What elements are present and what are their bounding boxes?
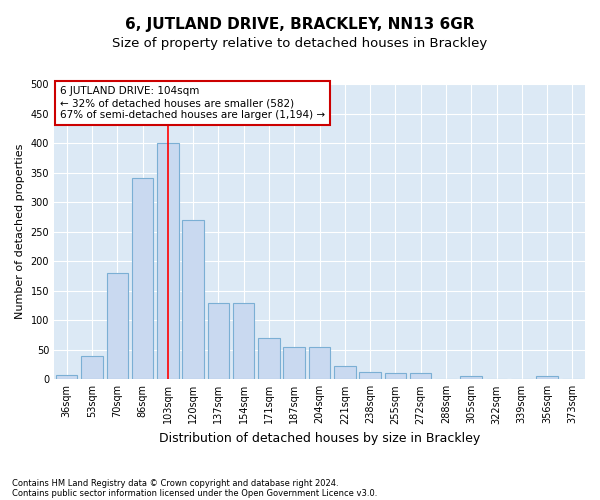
Text: Size of property relative to detached houses in Brackley: Size of property relative to detached ho… xyxy=(112,38,488,51)
Text: 6, JUTLAND DRIVE, BRACKLEY, NN13 6GR: 6, JUTLAND DRIVE, BRACKLEY, NN13 6GR xyxy=(125,18,475,32)
Bar xyxy=(536,376,558,380)
Y-axis label: Number of detached properties: Number of detached properties xyxy=(15,144,25,320)
Bar xyxy=(182,220,204,380)
Text: Contains HM Land Registry data © Crown copyright and database right 2024.: Contains HM Land Registry data © Crown c… xyxy=(12,478,338,488)
Bar xyxy=(107,273,128,380)
Bar xyxy=(309,347,330,380)
Bar xyxy=(56,374,77,380)
Text: Contains public sector information licensed under the Open Government Licence v3: Contains public sector information licen… xyxy=(12,488,377,498)
Bar xyxy=(359,372,381,380)
Bar xyxy=(334,366,356,380)
Bar xyxy=(283,347,305,380)
Bar xyxy=(208,302,229,380)
X-axis label: Distribution of detached houses by size in Brackley: Distribution of detached houses by size … xyxy=(159,432,480,445)
Bar xyxy=(157,143,179,380)
Bar xyxy=(385,374,406,380)
Text: 6 JUTLAND DRIVE: 104sqm
← 32% of detached houses are smaller (582)
67% of semi-d: 6 JUTLAND DRIVE: 104sqm ← 32% of detache… xyxy=(60,86,325,120)
Bar xyxy=(81,356,103,380)
Bar xyxy=(410,374,431,380)
Bar xyxy=(258,338,280,380)
Bar xyxy=(460,376,482,380)
Bar xyxy=(132,178,153,380)
Bar xyxy=(233,302,254,380)
